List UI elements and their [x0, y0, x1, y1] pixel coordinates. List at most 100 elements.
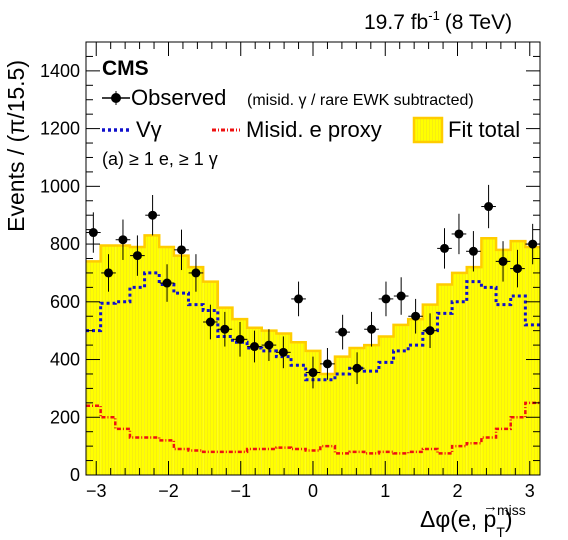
observed-marker: [264, 340, 274, 350]
observed-marker: [278, 347, 288, 357]
fit-bar: [261, 330, 277, 475]
observed-point: [451, 213, 467, 255]
fit-bar: [144, 235, 160, 475]
observed-marker: [132, 251, 142, 261]
fit-bar: [466, 267, 482, 475]
observed-point: [232, 322, 248, 357]
observed-point: [408, 298, 423, 334]
observed-marker: [512, 264, 522, 274]
observed-point: [393, 277, 409, 315]
observed-point: [466, 231, 481, 272]
x-tick-label: 3: [525, 481, 535, 501]
observed-marker: [338, 327, 348, 337]
observed-marker: [148, 210, 158, 220]
fit-bar: [203, 281, 218, 475]
fit-bar: [159, 246, 174, 475]
x-tick-label: 2: [453, 481, 463, 501]
observed-point: [305, 356, 321, 389]
observed-point: [217, 311, 233, 347]
fit-bar: [481, 238, 497, 475]
y-tick-label: 400: [50, 350, 80, 370]
observed-marker: [191, 268, 201, 278]
y-axis-title: Events / (π/15.5): [3, 60, 29, 232]
observed-marker: [205, 317, 215, 327]
y-tick-label: 0: [70, 465, 80, 485]
observed-marker: [162, 278, 172, 288]
fit-bar: [422, 304, 438, 475]
observed-marker: [322, 359, 332, 369]
fit-bar: [188, 267, 204, 475]
fit-bar: [247, 327, 262, 475]
vgamma-histogram: [86, 271, 540, 382]
legend-fit-label: Fit total: [448, 117, 520, 142]
observed-point: [115, 219, 131, 260]
fit-bar: [510, 241, 526, 475]
observed-point: [378, 281, 394, 317]
fit-bar: [437, 284, 453, 475]
fit-bar: [393, 324, 409, 475]
legend-observed-label: Observed: [131, 85, 226, 110]
legend-vgamma-label: Vγ: [136, 117, 162, 142]
observed-marker: [176, 245, 186, 255]
observed-point: [320, 347, 335, 380]
observed-marker: [411, 311, 421, 321]
fit-bar: [452, 272, 467, 475]
legend-fit: Fit total: [412, 116, 520, 144]
legend-misid-label: Misid. e proxy: [246, 117, 382, 142]
lumi-label: 19.7 fb-1 (8 TeV): [364, 8, 512, 34]
legend-observed-marker: [111, 93, 121, 103]
fit-bar: [276, 333, 292, 475]
observed-marker: [425, 326, 435, 336]
observed-marker: [104, 268, 114, 278]
observed-marker: [381, 294, 391, 304]
fit-bar: [129, 246, 145, 475]
observed-point: [86, 212, 101, 253]
observed-marker: [308, 368, 318, 378]
fit-bar: [364, 345, 379, 475]
observed-point: [291, 281, 306, 317]
observed-marker: [454, 229, 464, 239]
svg-text:→: →: [483, 498, 498, 515]
fit-bar: [496, 249, 511, 475]
y-tick-label: 800: [50, 234, 80, 254]
observed-marker: [220, 324, 230, 334]
observed-point: [437, 228, 452, 269]
x-tick-label: −3: [86, 481, 107, 501]
x-axis-title: Δφ(e, pT) → miss: [420, 498, 526, 540]
fit-bar: [217, 307, 233, 475]
x-tick-label: −2: [158, 481, 179, 501]
observed-point: [495, 241, 511, 282]
svg-text:miss: miss: [497, 502, 526, 518]
observed-marker: [396, 291, 406, 301]
y-tick-label: 1200: [40, 119, 80, 139]
y-tick-label: 1400: [40, 61, 80, 81]
y-tick-label: 1000: [40, 176, 80, 196]
fit-total-histogram: [86, 234, 540, 475]
fit-bar: [86, 261, 101, 475]
observed-marker: [118, 235, 128, 245]
observed-marker: [498, 256, 508, 266]
observed-marker: [249, 342, 259, 352]
x-tick-label: 0: [308, 481, 318, 501]
observed-point: [188, 254, 204, 292]
observed-marker: [294, 294, 304, 304]
y-tick-label: 600: [50, 292, 80, 312]
observed-marker: [235, 334, 245, 344]
observed-point: [261, 329, 277, 361]
observed-point: [481, 184, 496, 229]
fit-bar: [320, 373, 335, 475]
experiment-label: CMS: [102, 57, 149, 80]
legend-observed: Observed (misid. γ / rare EWK subtracted…: [102, 85, 474, 110]
misid-histogram: [86, 401, 540, 455]
observed-marker: [88, 228, 98, 238]
observed-point: [276, 336, 291, 369]
fit-bar: [173, 255, 189, 475]
fit-bar: [525, 246, 540, 475]
x-tick-label: 1: [380, 481, 390, 501]
observed-point: [247, 330, 262, 363]
fit-bar: [100, 245, 116, 475]
observed-point: [335, 314, 350, 350]
legend-observed-note: (misid. γ / rare EWK subtracted): [247, 92, 474, 109]
fit-bar: [378, 336, 394, 475]
observed-marker: [367, 324, 377, 334]
